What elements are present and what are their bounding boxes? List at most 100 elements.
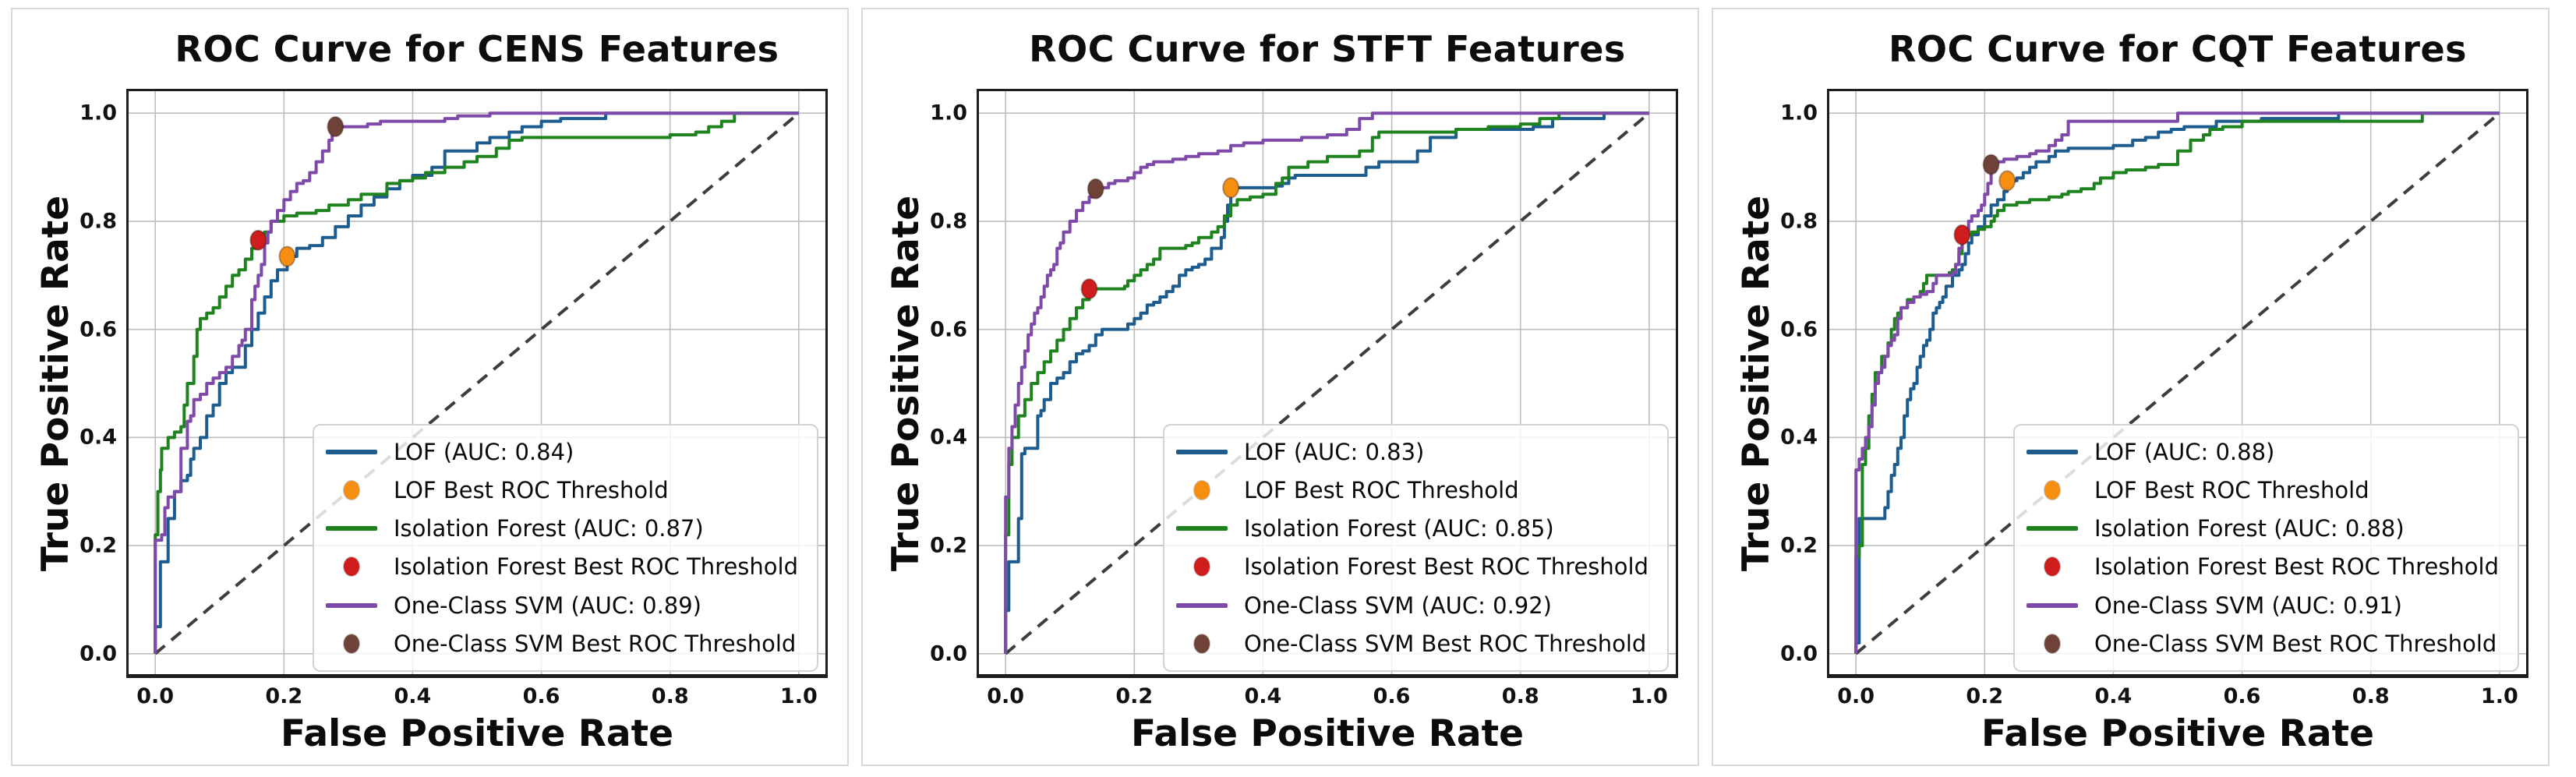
legend-entry: One-Class SVM Best ROC Threshold: [325, 625, 798, 662]
legend-entry: One-Class SVM Best ROC Threshold: [1175, 625, 1648, 662]
legend-line-icon: [325, 602, 378, 608]
roc-curve-svm: [1854, 111, 2500, 654]
threshold-marker-iforest-best: [249, 229, 267, 251]
y-tick-label: 0.2: [80, 533, 117, 558]
y-tick-label: 0.8: [930, 209, 967, 234]
roc-curve-svm: [154, 111, 799, 654]
y-tick-label: 0.0: [80, 641, 117, 666]
legend: LOF (AUC: 0.83) LOF Best ROC Threshold Iso…: [1162, 423, 1669, 672]
threshold-marker-svm-best: [1087, 178, 1104, 200]
legend: LOF (AUC: 0.88) LOF Best ROC Threshold Iso…: [2012, 423, 2519, 672]
y-tick-label: 0.0: [1780, 641, 1818, 666]
y-axis-ticks: 0.0 0.2 0.4 0.6 0.8 1.0: [902, 9, 967, 765]
legend-dot-icon: [325, 480, 378, 500]
x-tick-label: 1.0: [1630, 684, 1668, 708]
legend-entry: Isolation Forest (AUC: 0.85): [1175, 510, 1648, 547]
x-axis-label: False Positive Rate: [281, 712, 673, 755]
legend-entry: Isolation Forest Best ROC Threshold: [325, 548, 798, 585]
legend-dot-icon: [325, 634, 378, 653]
legend-line-swatch: [325, 449, 377, 454]
legend-dot-icon: [1175, 634, 1228, 653]
roc-panel-cqt: ROC Curve for CQT Features True Positive…: [1712, 8, 2549, 766]
x-axis-label: False Positive Rate: [1981, 712, 2374, 755]
threshold-marker-lof-best: [1998, 170, 2016, 192]
chart-title: ROC Curve for CQT Features: [1888, 28, 2468, 70]
roc-curve-svm: [1004, 111, 1649, 654]
legend-dot-swatch: [343, 557, 359, 577]
legend-label: One-Class SVM (AUC: 0.91): [2094, 592, 2402, 619]
x-tick-label: 0.2: [265, 684, 303, 708]
y-tick-label: 0.6: [930, 317, 967, 342]
x-tick-label: 1.0: [2480, 684, 2518, 708]
x-axis-ticks: 0.0 0.2 0.4 0.6 0.8 1.0: [863, 684, 1698, 717]
legend-line-icon: [1175, 449, 1228, 454]
y-tick-label: 0.4: [930, 425, 967, 450]
legend-entry: LOF (AUC: 0.84): [325, 433, 798, 471]
y-axis-ticks: 0.0 0.2 0.4 0.6 0.8 1.0: [51, 9, 117, 765]
y-tick-label: 0.0: [930, 641, 967, 666]
legend-entry: One-Class SVM Best ROC Threshold: [2026, 625, 2499, 662]
y-tick-label: 0.6: [1780, 317, 1818, 342]
x-tick-label: 0.8: [2352, 684, 2390, 708]
legend-label: LOF Best ROC Threshold: [1243, 476, 1519, 503]
legend-label: LOF (AUC: 0.88): [2094, 438, 2275, 465]
legend-dot-swatch: [1193, 634, 1210, 653]
legend-dot-icon: [2026, 557, 2079, 577]
x-tick-label: 0.6: [522, 684, 560, 708]
legend-label: LOF Best ROC Threshold: [2094, 476, 2369, 503]
chart-title: ROC Curve for STFT Features: [1029, 28, 1626, 70]
legend-dot-icon: [2026, 480, 2079, 500]
x-axis-label: False Positive Rate: [1131, 712, 1524, 755]
legend-label: LOF (AUC: 0.83): [1243, 438, 1425, 465]
legend-dot-swatch: [1193, 557, 1210, 577]
legend-label: One-Class SVM Best ROC Threshold: [393, 630, 797, 657]
plot-area: LOF (AUC: 0.84) LOF Best ROC Threshold Iso…: [126, 89, 828, 678]
roc-curve-lof: [154, 111, 799, 654]
x-tick-label: 0.4: [394, 684, 432, 708]
legend-entry: One-Class SVM (AUC: 0.92): [1175, 587, 1648, 624]
legend-line-icon: [325, 526, 378, 532]
legend-entry: LOF Best ROC Threshold: [325, 471, 798, 509]
legend-dot-swatch: [2044, 480, 2060, 500]
legend-entry: One-Class SVM (AUC: 0.91): [2026, 587, 2499, 624]
chance-diagonal: [1854, 111, 2501, 655]
legend-line-swatch: [325, 526, 377, 532]
legend-line-swatch: [1175, 526, 1228, 532]
threshold-marker-lof-best: [1222, 177, 1240, 199]
threshold-marker-svm-best: [327, 116, 345, 138]
legend-dot-swatch: [343, 480, 359, 500]
roc-curve-lof: [1004, 111, 1649, 654]
legend-label: LOF Best ROC Threshold: [393, 476, 669, 503]
x-tick-label: 0.0: [136, 684, 175, 708]
x-axis-ticks: 0.0 0.2 0.4 0.6 0.8 1.0: [1713, 684, 2548, 717]
legend-label: Isolation Forest (AUC: 0.88): [2094, 515, 2405, 542]
y-tick-label: 0.4: [80, 425, 117, 450]
x-tick-label: 0.0: [1837, 684, 1875, 708]
chart-title: ROC Curve for CENS Features: [175, 28, 779, 70]
roc-curve-iforest: [1004, 111, 1649, 654]
legend-entry: LOF Best ROC Threshold: [2026, 471, 2499, 509]
x-tick-label: 0.2: [1115, 684, 1154, 708]
roc-panel-stft: ROC Curve for STFT Features True Positiv…: [861, 8, 1699, 766]
roc-curve-lof: [1854, 111, 2500, 654]
threshold-marker-iforest-best: [1953, 224, 1971, 245]
roc-chart-svg: [126, 89, 828, 678]
chance-diagonal: [154, 111, 800, 655]
x-tick-label: 0.4: [2094, 684, 2133, 708]
legend-label: One-Class SVM (AUC: 0.92): [1243, 592, 1552, 619]
threshold-marker-lof-best: [278, 245, 296, 267]
legend-entry: Isolation Forest (AUC: 0.87): [325, 510, 798, 547]
legend-line-swatch: [2026, 449, 2078, 454]
legend-line-swatch: [1175, 449, 1228, 454]
legend-dot-icon: [2026, 634, 2079, 653]
legend-entry: LOF Best ROC Threshold: [1175, 471, 1648, 509]
legend-line-swatch: [2026, 602, 2078, 608]
x-tick-label: 1.0: [779, 684, 818, 708]
legend-entry: One-Class SVM (AUC: 0.89): [325, 587, 798, 624]
legend-dot-swatch: [2044, 557, 2060, 577]
legend-dot-swatch: [343, 634, 359, 653]
legend-label: One-Class SVM (AUC: 0.89): [393, 592, 701, 619]
legend-line-swatch: [1175, 602, 1228, 608]
threshold-marker-iforest-best: [1080, 278, 1098, 300]
legend-label: Isolation Forest (AUC: 0.87): [393, 515, 704, 542]
